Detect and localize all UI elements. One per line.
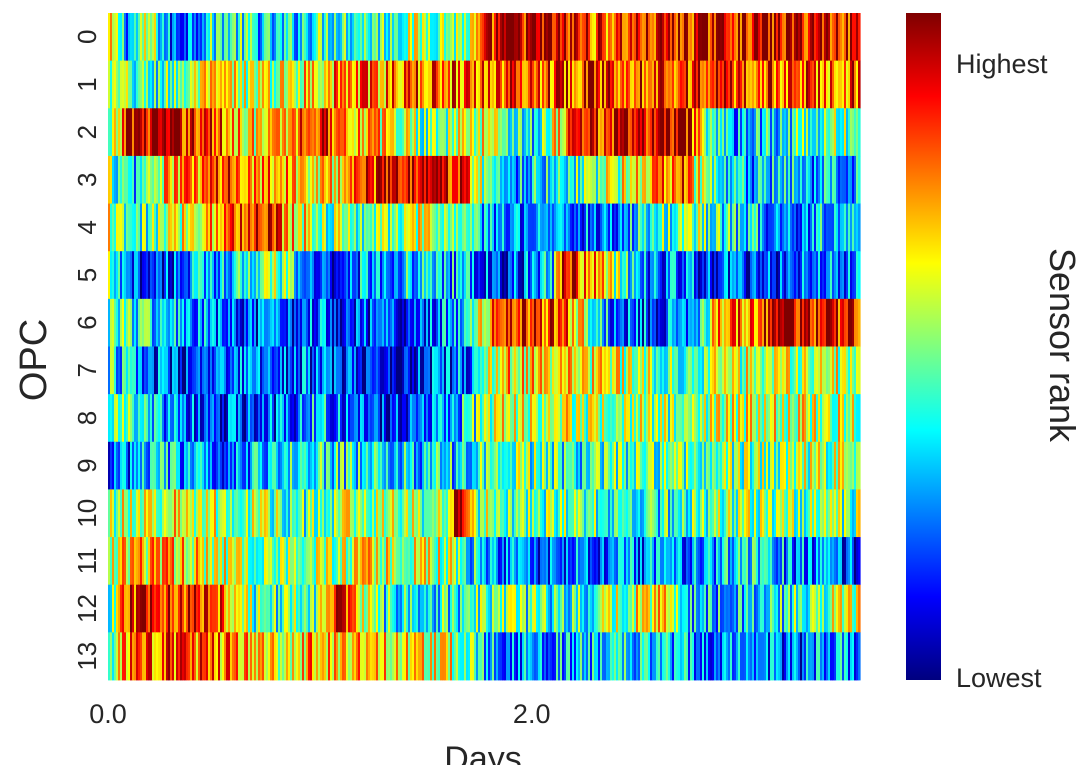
y-tick-label-8: 8 bbox=[72, 411, 102, 425]
y-tick-label-9: 9 bbox=[72, 458, 102, 472]
y-axis-label: OPC bbox=[13, 319, 55, 401]
heatmap-row-8 bbox=[108, 394, 861, 443]
x-axis-label: Days bbox=[444, 740, 521, 765]
y-tick-label-11: 11 bbox=[72, 547, 102, 574]
heatmap-row-2 bbox=[108, 108, 861, 157]
heatmap bbox=[108, 13, 861, 681]
heatmap-row-5 bbox=[108, 251, 861, 300]
heatmap-row-10 bbox=[108, 489, 861, 538]
y-tick-label-0: 0 bbox=[72, 30, 102, 44]
heatmap-row-1 bbox=[108, 60, 861, 109]
heatmap-row-13 bbox=[108, 632, 861, 681]
y-tick-label-7: 7 bbox=[72, 363, 102, 377]
x-tick-labels: 0.0 2.0 bbox=[89, 699, 550, 729]
heatmap-row-0 bbox=[108, 13, 861, 62]
colorbar bbox=[906, 13, 941, 680]
colorbar-label: Sensor rank bbox=[1042, 248, 1083, 443]
colorbar-bottom-label: Lowest bbox=[956, 663, 1042, 693]
heatmap-row-9 bbox=[108, 441, 861, 490]
y-tick-label-1: 1 bbox=[72, 77, 102, 91]
colorbar-top-label: Highest bbox=[956, 49, 1048, 79]
heatmap-row-11 bbox=[108, 537, 861, 586]
y-tick-label-4: 4 bbox=[72, 220, 102, 234]
y-tick-label-2: 2 bbox=[72, 125, 102, 139]
y-tick-label-3: 3 bbox=[72, 173, 102, 187]
x-tick-label: 2.0 bbox=[513, 699, 551, 729]
heatmap-row-3 bbox=[108, 155, 861, 204]
heatmap-row-4 bbox=[108, 203, 861, 252]
colorbar-gradient bbox=[906, 13, 941, 680]
y-tick-label-6: 6 bbox=[72, 315, 102, 329]
x-tick-label: 0.0 bbox=[89, 699, 127, 729]
heatmap-row-7 bbox=[108, 346, 861, 395]
y-tick-label-13: 13 bbox=[72, 642, 102, 671]
y-tick-label-10: 10 bbox=[72, 499, 102, 528]
y-tick-label-5: 5 bbox=[72, 268, 102, 282]
heatmap-row-6 bbox=[108, 298, 861, 347]
heatmap-row-12 bbox=[108, 584, 861, 633]
y-tick-label-12: 12 bbox=[72, 594, 102, 623]
